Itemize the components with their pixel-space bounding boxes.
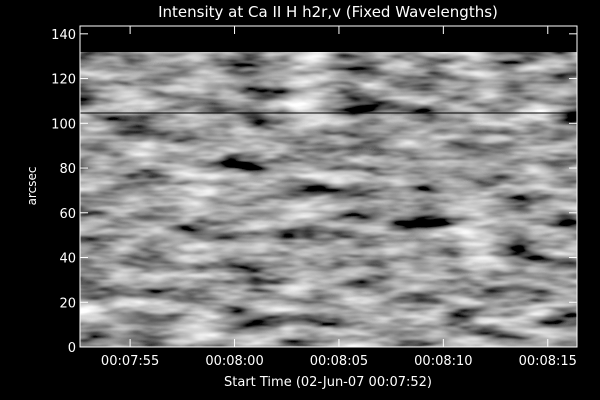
y-tick-label: 100 [51, 117, 76, 132]
x-tick-label: 00:08:05 [310, 354, 368, 369]
chart-title: Intensity at Ca II H h2r,v (Fixed Wavele… [158, 3, 498, 21]
y-tick-label: 40 [59, 252, 76, 267]
x-tick-label: 00:08:00 [205, 354, 263, 369]
y-axis-label: arcsec [25, 167, 39, 206]
intensity-image [80, 52, 577, 347]
plot-frame [79, 25, 578, 348]
y-tick-label: 60 [59, 207, 76, 222]
y-tick-label: 0 [68, 341, 76, 356]
y-tick-label: 140 [51, 28, 76, 43]
x-tick-label: 00:08:10 [414, 354, 472, 369]
x-tick-label: 00:07:55 [101, 354, 159, 369]
x-tick-label: 00:08:15 [519, 354, 577, 369]
y-tick-label: 120 [51, 73, 76, 88]
y-tick-label: 80 [59, 162, 76, 177]
x-axis-label: Start Time (02-Jun-07 00:07:52) [224, 375, 432, 390]
y-tick-label: 20 [59, 296, 76, 311]
